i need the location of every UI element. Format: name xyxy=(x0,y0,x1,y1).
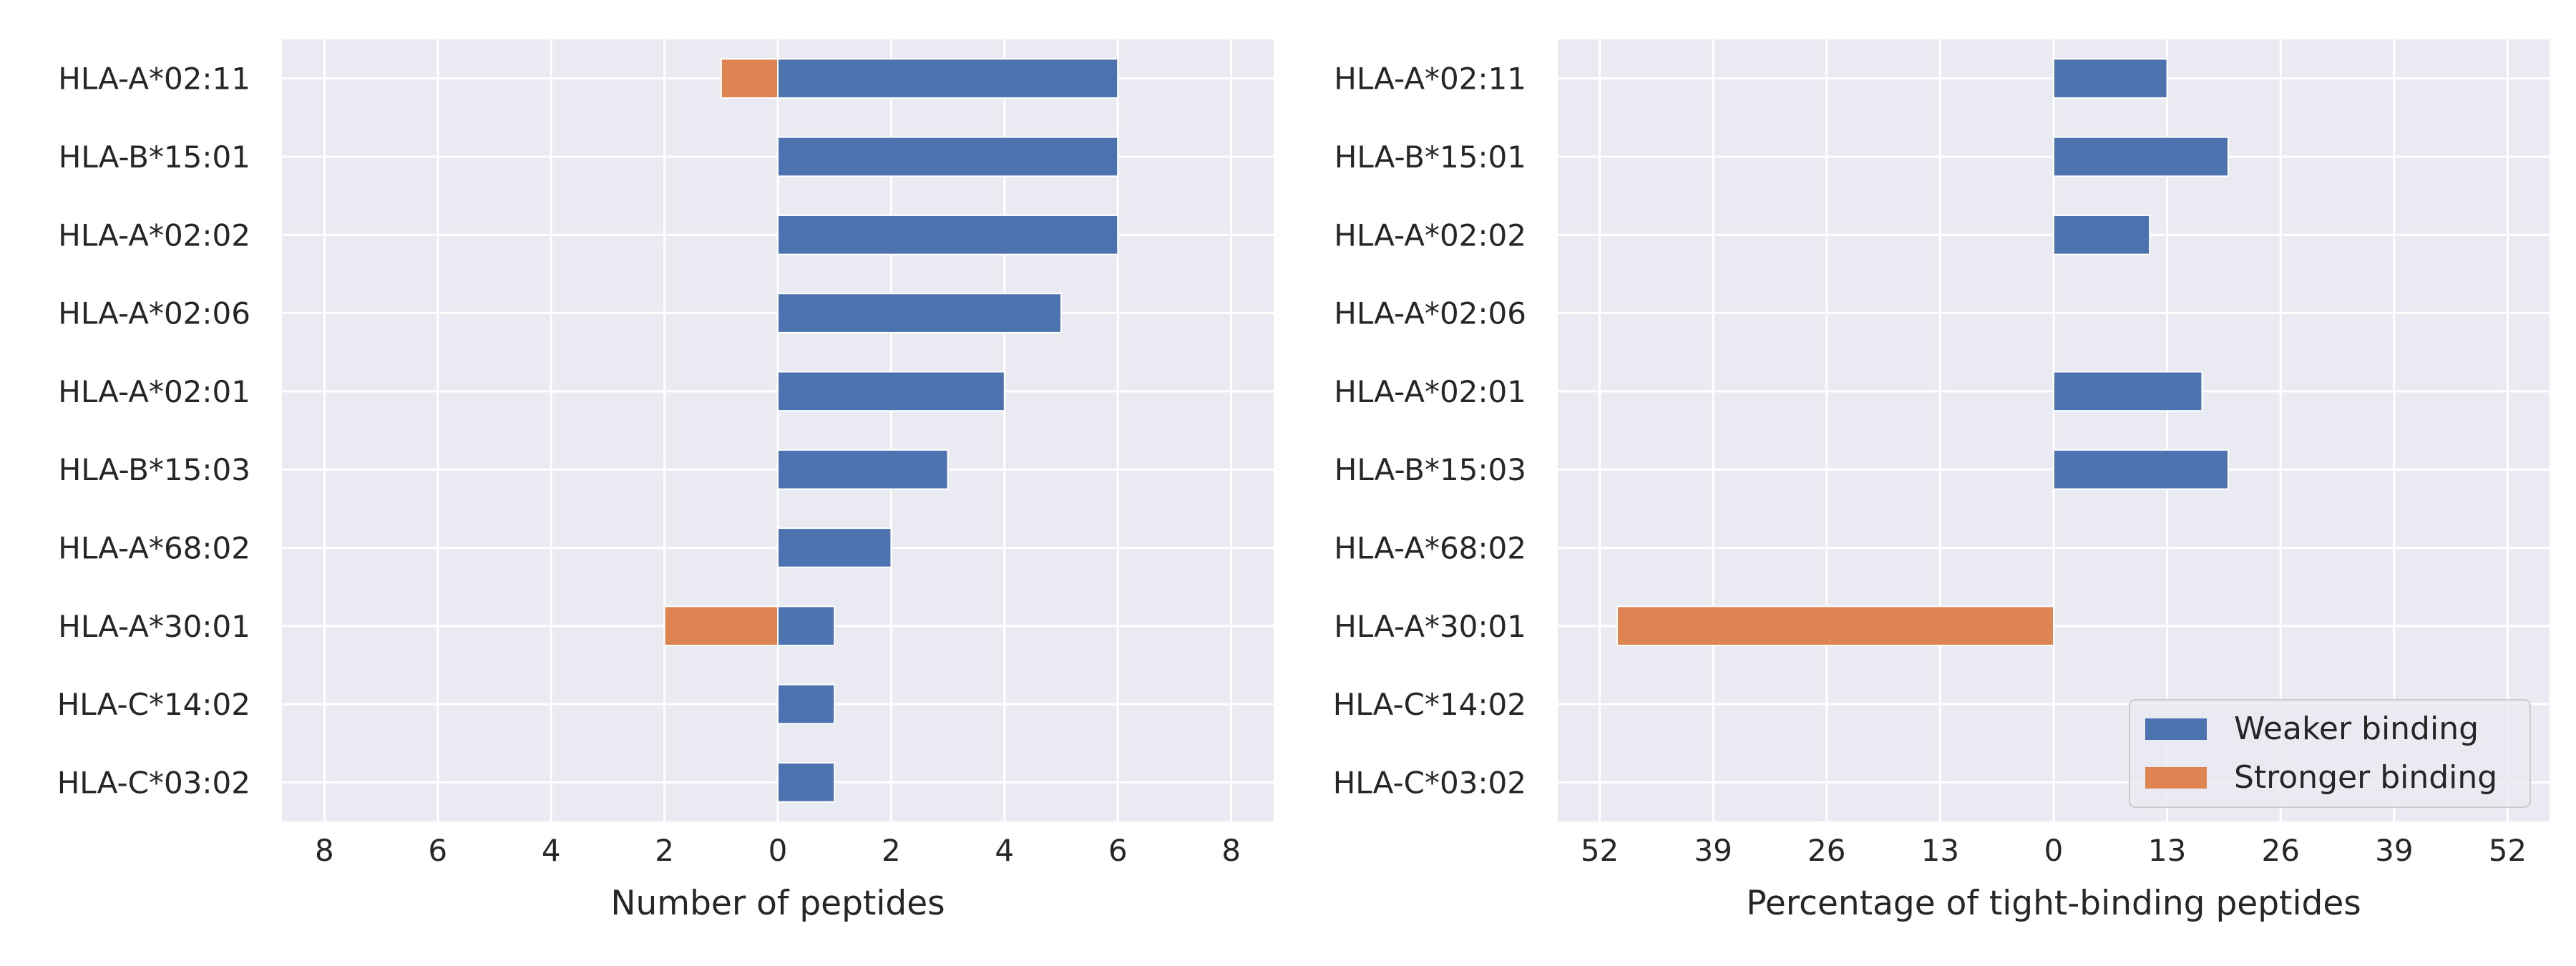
weaker-binding-bar xyxy=(777,527,892,568)
y-tick-label: HLA-C*14:02 xyxy=(57,687,250,722)
x-tick-label: 2 xyxy=(655,833,674,868)
stronger-binding-bar xyxy=(663,605,779,647)
legend-swatch xyxy=(2145,718,2207,740)
y-tick-label: HLA-A*68:02 xyxy=(58,530,250,565)
y-tick-label: HLA-A*02:11 xyxy=(58,62,250,97)
y-tick-label: HLA-A*02:11 xyxy=(1334,62,1526,97)
x-tick-label: 39 xyxy=(2375,833,2413,868)
x-tick-label: 8 xyxy=(1221,833,1241,868)
weaker-binding-bar xyxy=(2053,214,2151,255)
stronger-binding-bar xyxy=(1616,605,2055,647)
y-tick-label: HLA-C*14:02 xyxy=(1333,687,1526,722)
x-tick-label: 26 xyxy=(1807,833,1845,868)
y-tick-label: HLA-A*02:02 xyxy=(58,218,250,253)
weaker-binding-bar xyxy=(777,683,836,725)
x-tick-label: 0 xyxy=(2044,833,2064,868)
weaker-binding-bar xyxy=(2053,449,2230,490)
weaker-binding-bar xyxy=(777,371,1005,412)
legend-box xyxy=(2129,699,2531,808)
x-tick-label: 26 xyxy=(2261,833,2299,868)
x-tick-label: 52 xyxy=(2489,833,2527,868)
x-tick-label: 13 xyxy=(2148,833,2186,868)
chart-panel-1: 8 6 4 2 0 2 4 6 8 HLA-A*02:11 HLA-B*15:01 HLA-A*02:… xyxy=(57,39,1274,923)
legend-label: Stronger binding xyxy=(2234,759,2497,796)
y-tick-label: HLA-B*15:03 xyxy=(1335,452,1526,487)
y-tick-label: HLA-B*15:01 xyxy=(59,140,250,175)
y-tick-label: HLA-A*02:06 xyxy=(58,296,250,331)
weaker-binding-bar xyxy=(777,449,949,490)
x-axis-title: Number of peptides xyxy=(610,884,945,923)
x-tick-label: 4 xyxy=(542,833,561,868)
x-tick-label: 52 xyxy=(1581,833,1619,868)
weaker-binding-bar xyxy=(2053,58,2168,99)
y-tick-label: HLA-C*03:02 xyxy=(1333,765,1526,800)
x-axis-title: Percentage of tight-binding peptides xyxy=(1746,884,2361,923)
weaker-binding-bar xyxy=(777,605,836,647)
x-tick-label: 4 xyxy=(995,833,1014,868)
weaker-binding-bar xyxy=(2053,136,2230,177)
weaker-binding-bar xyxy=(777,58,1119,99)
x-tick-label: 39 xyxy=(1694,833,1732,868)
weaker-binding-bar xyxy=(2053,371,2203,412)
y-tick-label: HLA-A*68:02 xyxy=(1334,530,1526,565)
weaker-binding-bar xyxy=(777,293,1062,333)
y-tick-label: HLA-B*15:03 xyxy=(59,452,250,487)
y-tick-label: HLA-C*03:02 xyxy=(57,765,250,800)
weaker-binding-bar xyxy=(777,136,1119,177)
y-tick-label: HLA-A*02:02 xyxy=(1334,218,1526,253)
weaker-binding-bar xyxy=(777,214,1119,255)
weaker-binding-bar xyxy=(777,762,836,803)
x-tick-label: 8 xyxy=(315,833,334,868)
stronger-binding-bar xyxy=(720,58,779,99)
x-tick-label: 2 xyxy=(882,833,901,868)
legend-label: Weaker binding xyxy=(2234,711,2479,747)
y-tick-label: HLA-A*30:01 xyxy=(1334,609,1526,644)
chart-panel-2: 52 39 26 13 0 13 26 39 52 HLA-A*02:11 HLA-B*15:01 H… xyxy=(1333,39,2550,923)
y-tick-label: HLA-A*02:01 xyxy=(58,374,250,409)
legend: Weaker binding Stronger binding xyxy=(2129,699,2531,808)
x-tick-label: 6 xyxy=(428,833,447,868)
x-tick-label: 0 xyxy=(769,833,788,868)
legend-swatch xyxy=(2145,767,2207,789)
y-tick-label: HLA-B*15:01 xyxy=(1335,140,1526,175)
x-tick-label: 6 xyxy=(1108,833,1128,868)
x-tick-label: 13 xyxy=(1921,833,1959,868)
y-tick-label: HLA-A*30:01 xyxy=(58,609,250,644)
y-tick-label: HLA-A*02:06 xyxy=(1334,296,1526,331)
y-tick-label: HLA-A*02:01 xyxy=(1334,374,1526,409)
